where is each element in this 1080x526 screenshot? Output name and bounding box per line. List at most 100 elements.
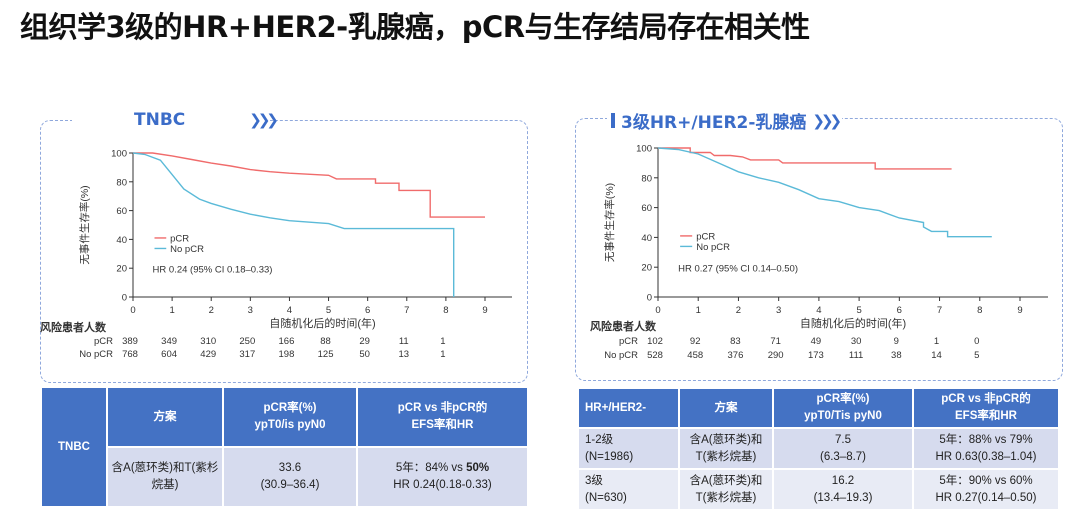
risk-value: 528 <box>647 350 663 361</box>
tnbc-table: TNBC 方案 pCR率(%) ypT0/is pyN0 pCR vs 非pCR… <box>40 386 529 508</box>
efs-bold-value: 50% <box>466 462 490 474</box>
hr-value: HR 0.63(0.38–1.04) <box>935 450 1037 463</box>
risk-row-label: No pCR <box>604 350 638 361</box>
risk-value: 83 <box>730 336 741 347</box>
efs-cell: 5年：88% vs 79% HR 0.63(0.38–1.04) <box>912 427 1060 470</box>
risk-value: 389 <box>122 336 138 347</box>
grade-value: 3级 <box>585 474 603 487</box>
page-title: 组织学3级的HR+HER2-乳腺癌，pCR与生存结局存在相关性 <box>20 10 810 44</box>
n-value: (N=630) <box>585 491 627 504</box>
risk-value: 0 <box>974 336 979 347</box>
table-row: 3级 (N=630) 含A(蒽环类)和 T(紫杉烷基) 16.2 (13.4–19.… <box>577 468 1060 511</box>
x-tick-label: 2 <box>736 305 741 316</box>
y-tick-label: 0 <box>122 293 127 304</box>
risk-value: 102 <box>647 336 663 347</box>
table-row: 1-2级 (N=1986) 含A(蒽环类)和 T(紫杉烷基) 7.5 (6.3–8.… <box>577 427 1060 470</box>
regimen-cell: 含A(蒽环类)和T(紫杉烷基) <box>106 446 224 508</box>
risk-value: 71 <box>770 336 781 347</box>
risk-value: 111 <box>849 350 863 361</box>
risk-value: 173 <box>808 350 824 361</box>
rate-cell: 16.2 (13.4–19.3) <box>772 468 914 511</box>
x-tick-label: 4 <box>287 305 292 316</box>
x-tick-label: 0 <box>655 305 660 316</box>
y-tick-label: 60 <box>116 206 127 217</box>
risk-value: 1 <box>934 336 939 347</box>
x-tick-label: 0 <box>130 305 135 316</box>
efs-value: 5年：90% vs 60% <box>939 474 1033 487</box>
km-curve-pcr <box>658 147 952 170</box>
y-tick-label: 40 <box>641 233 652 244</box>
risk-table-title: 风险患者人数 <box>40 320 107 334</box>
risk-value: 198 <box>279 349 295 360</box>
left-chart-panel <box>40 120 528 383</box>
left-panel-title-text: TNBC <box>134 110 186 130</box>
risk-value: 349 <box>161 336 177 347</box>
grade-cell: 1-2级 (N=1986) <box>577 427 680 470</box>
x-tick-label: 9 <box>1017 305 1022 316</box>
km-curve-no-pcr <box>132 152 455 297</box>
group-cell: TNBC <box>40 386 108 508</box>
regimen-cell: 含A(蒽环类)和 T(紫杉烷基) <box>678 427 774 470</box>
x-tick-label: 7 <box>937 305 942 316</box>
x-tick-label: 4 <box>816 305 821 316</box>
x-tick-label: 8 <box>977 305 982 316</box>
header-pcr-rate: pCR率(%) ypT0/is pyN0 <box>222 386 358 448</box>
x-tick-label: 3 <box>776 305 781 316</box>
y-tick-label: 60 <box>641 203 652 214</box>
legend-label: pCR <box>170 233 189 244</box>
rate-value: 33.6 <box>278 462 302 474</box>
risk-value: 317 <box>239 349 255 360</box>
grade-cell: 3级 (N=630) <box>577 468 680 511</box>
header-pcr-rate: pCR率(%) ypT0/Tis pyN0 <box>772 387 914 429</box>
legend-label: No pCR <box>696 242 730 253</box>
rate-ci: (6.3–8.7) <box>819 450 867 463</box>
risk-value: 5 <box>974 350 979 361</box>
rate-ci: (30.9–36.4) <box>260 479 320 491</box>
header-regimen: 方案 <box>106 386 224 448</box>
x-tick-label: 3 <box>248 305 253 316</box>
x-tick-label: 7 <box>404 305 409 316</box>
header-efs: pCR vs 非pCR的 EFS率和HR <box>356 386 529 448</box>
risk-value: 429 <box>200 349 216 360</box>
y-tick-label: 100 <box>111 149 127 160</box>
y-axis-label: 无事件生存率(%) <box>78 185 91 264</box>
risk-table-title: 风险患者人数 <box>590 319 657 333</box>
y-tick-label: 100 <box>636 144 652 155</box>
y-tick-label: 0 <box>647 293 652 304</box>
risk-value: 166 <box>279 336 295 347</box>
risk-value: 50 <box>359 349 370 360</box>
legend-label: No pCR <box>170 244 204 255</box>
rate-cell: 33.6 (30.9–36.4) <box>222 446 358 508</box>
hr-her2-table: HR+/HER2- 方案 pCR率(%) ypT0/Tis pyN0 pCR v… <box>577 387 1060 511</box>
risk-value: 38 <box>891 350 902 361</box>
risk-value: 11 <box>399 336 409 347</box>
hr-value: HR 0.27(0.14–0.50) <box>935 491 1037 504</box>
risk-value: 30 <box>851 336 862 347</box>
risk-value: 125 <box>318 349 334 360</box>
efs-cell: 5年：90% vs 60% HR 0.27(0.14–0.50) <box>912 468 1060 511</box>
risk-value: 768 <box>122 349 138 360</box>
risk-value: 14 <box>931 350 942 361</box>
risk-value: 29 <box>359 336 370 347</box>
header-regimen: 方案 <box>678 387 774 429</box>
y-tick-label: 80 <box>641 173 652 184</box>
x-tick-label: 6 <box>365 305 370 316</box>
km-curve-no-pcr <box>657 147 992 238</box>
risk-value: 88 <box>320 336 331 347</box>
y-axis-label: 无事件生存率(%) <box>603 183 616 262</box>
n-value: (N=1986) <box>585 450 634 463</box>
x-tick-label: 2 <box>209 305 214 316</box>
y-tick-label: 20 <box>116 264 127 275</box>
risk-value: 250 <box>239 336 255 347</box>
risk-value: 376 <box>728 350 744 361</box>
title-bar-icon <box>611 113 615 128</box>
x-tick-label: 5 <box>326 305 331 316</box>
km-curve-pcr <box>133 152 485 218</box>
triple-chevron-right-icon: ❯❯❯ <box>249 111 279 129</box>
risk-value: 13 <box>398 349 409 360</box>
y-tick-label: 80 <box>116 177 127 188</box>
x-axis-label: 自随机化后的时间(年) <box>269 316 375 330</box>
x-tick-label: 6 <box>897 305 902 316</box>
x-tick-label: 8 <box>443 305 448 316</box>
grade-value: 1-2级 <box>585 433 614 446</box>
